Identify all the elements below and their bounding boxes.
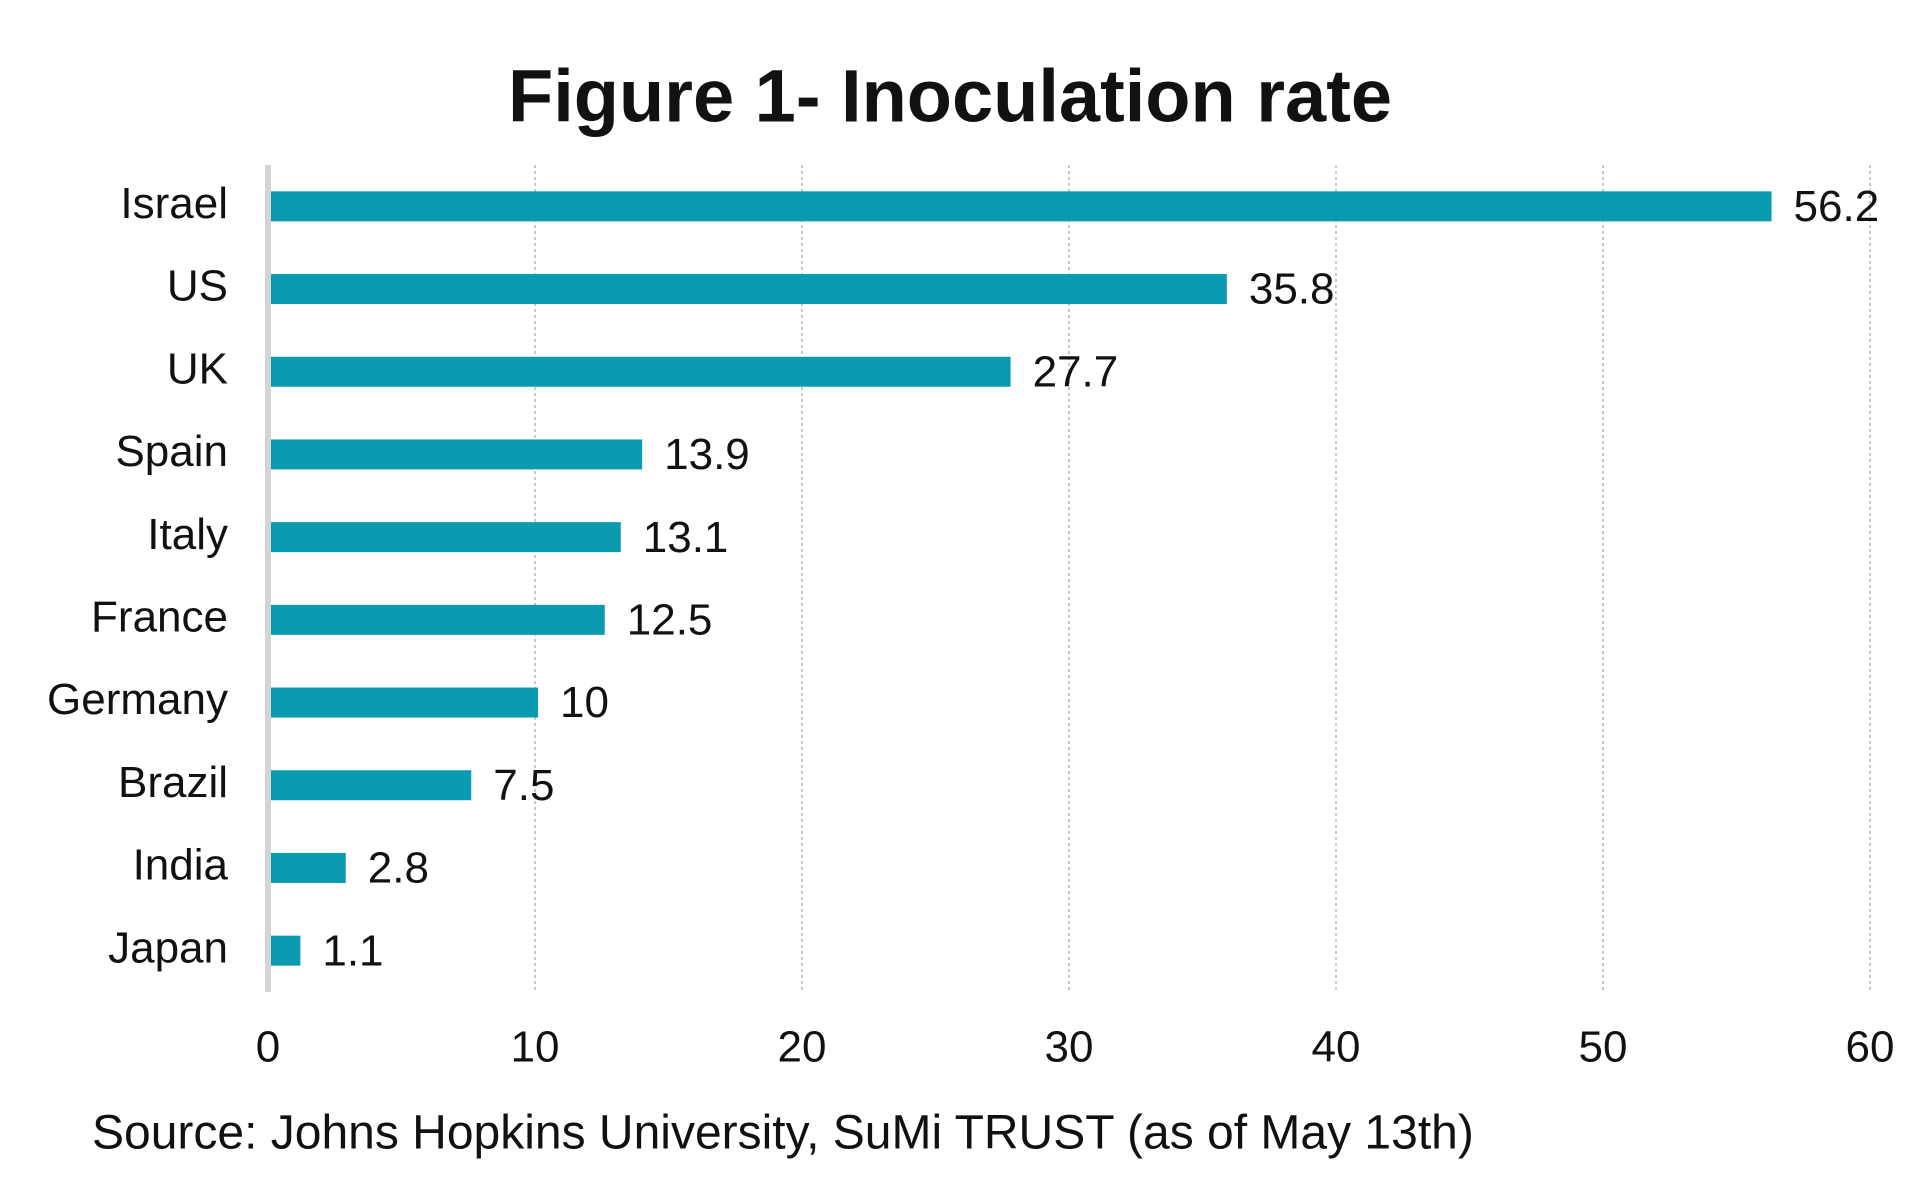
bar (271, 522, 621, 553)
value-label: 13.1 (643, 513, 729, 562)
y-tick-label: India (133, 841, 229, 890)
x-tick-label: 60 (1846, 1023, 1895, 1072)
x-tick-label: 10 (511, 1023, 560, 1072)
x-tick-label: 0 (256, 1023, 280, 1072)
y-tick-label: US (167, 262, 228, 311)
bar (271, 191, 1772, 222)
y-tick-label: Japan (108, 923, 228, 972)
bar (271, 274, 1227, 305)
source-note: Source: Johns Hopkins University, SuMi T… (92, 1107, 1474, 1160)
value-label: 13.9 (664, 430, 750, 479)
y-tick-label: France (91, 592, 228, 641)
y-tick-label: Italy (147, 510, 228, 559)
y-tick-label: Germany (47, 675, 228, 724)
value-label: 56.2 (1794, 182, 1880, 231)
x-tick-label: 30 (1045, 1023, 1094, 1072)
bar (271, 604, 605, 635)
y-tick-label: UK (167, 344, 228, 393)
x-tick-label: 20 (778, 1023, 827, 1072)
bar (271, 439, 643, 470)
x-tick-label: 40 (1312, 1023, 1361, 1072)
value-label: 35.8 (1249, 265, 1335, 314)
y-tick-label: Israel (120, 179, 228, 228)
value-label: 12.5 (627, 595, 713, 644)
y-tick-label: Spain (115, 427, 228, 476)
bar (271, 687, 538, 718)
bar (271, 935, 301, 966)
value-label: 10 (560, 678, 609, 727)
value-label: 1.1 (322, 926, 383, 975)
y-tick-label: Brazil (118, 758, 228, 807)
value-label: 2.8 (368, 844, 429, 893)
chart-title: Figure 1- Inoculation rate (508, 55, 1392, 138)
bar (271, 356, 1011, 387)
bar (271, 852, 346, 883)
value-label: 7.5 (493, 761, 554, 810)
value-label: 27.7 (1033, 347, 1119, 396)
bar (271, 770, 472, 801)
x-tick-label: 50 (1579, 1023, 1628, 1072)
